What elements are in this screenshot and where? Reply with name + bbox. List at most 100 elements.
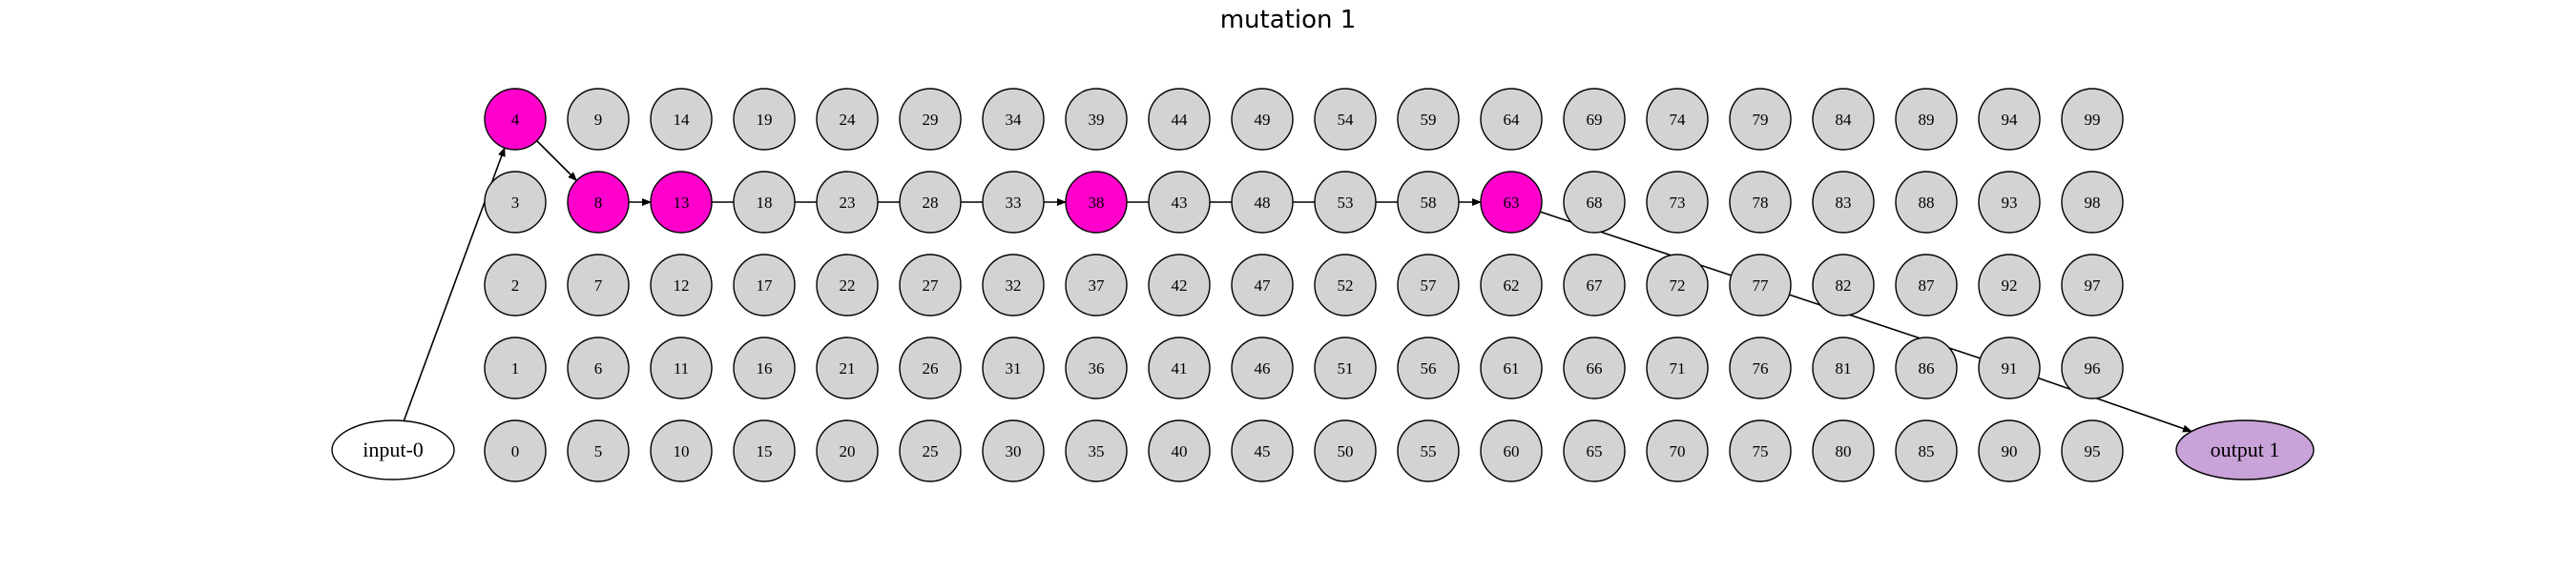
node-circle-47 (1231, 254, 1294, 317)
node-circle-54 (1314, 88, 1377, 151)
node-circle-50 (1314, 419, 1377, 482)
node-label-43: 43 (1172, 194, 1188, 212)
node-circle-87 (1895, 254, 1958, 317)
node-circle-59 (1397, 88, 1460, 151)
node-75: 75 (1729, 419, 1792, 482)
node-60: 60 (1480, 419, 1543, 482)
node-circle-45 (1231, 419, 1294, 482)
node-24: 24 (816, 88, 879, 151)
node-circle-12 (650, 254, 713, 317)
node-label-2: 2 (511, 276, 520, 295)
node-label-99: 99 (2085, 111, 2101, 129)
node-circle-72 (1646, 254, 1709, 317)
node-circle-42 (1148, 254, 1211, 317)
node-66: 66 (1563, 337, 1626, 399)
node-15: 15 (733, 419, 796, 482)
node-label-51: 51 (1338, 359, 1354, 378)
node-97: 97 (2061, 254, 2124, 317)
node-label-6: 6 (594, 359, 603, 378)
edge-77-91 (1789, 294, 1981, 359)
node-19: 19 (733, 88, 796, 151)
node-label-66: 66 (1587, 359, 1603, 378)
node-92: 92 (1978, 254, 2041, 317)
node-circle-65 (1563, 419, 1626, 482)
node-label-10: 10 (674, 442, 690, 460)
node-circle-86 (1895, 337, 1958, 399)
node-label-57: 57 (1421, 276, 1438, 295)
node-label-0: 0 (511, 442, 520, 460)
node-circle-2 (484, 254, 547, 317)
node-label-67: 67 (1587, 276, 1604, 295)
node-label-16: 16 (757, 359, 773, 378)
node-label-89: 89 (1919, 111, 1935, 129)
node-circle-28 (899, 171, 962, 234)
node-circle-37 (1065, 254, 1128, 317)
node-94: 94 (1978, 88, 2041, 151)
node-label-52: 52 (1338, 276, 1354, 295)
node-label-33: 33 (1006, 194, 1022, 212)
node-label-86: 86 (1919, 359, 1935, 378)
node-label-5: 5 (594, 442, 603, 460)
node-circle-79 (1729, 88, 1792, 151)
edge-91-output (2037, 377, 2192, 433)
node-circle-88 (1895, 171, 1958, 234)
node-81: 81 (1812, 337, 1875, 399)
node-circle-9 (567, 88, 630, 151)
node-label-30: 30 (1006, 442, 1022, 460)
node-label-61: 61 (1504, 359, 1520, 378)
node-label-55: 55 (1421, 442, 1437, 460)
node-circle-99 (2061, 88, 2124, 151)
node-label-92: 92 (2002, 276, 2018, 295)
node-label-98: 98 (2085, 194, 2101, 212)
node-circle-57 (1397, 254, 1460, 317)
node-circle-39 (1065, 88, 1128, 151)
node-label-91: 91 (2002, 359, 2018, 378)
node-label-80: 80 (1836, 442, 1852, 460)
node-label-96: 96 (2085, 359, 2101, 378)
node-circle-8 (567, 171, 630, 234)
node-label-53: 53 (1338, 194, 1354, 212)
node-29: 29 (899, 88, 962, 151)
node-label-37: 37 (1089, 276, 1106, 295)
node-circle-51 (1314, 337, 1377, 399)
node-label-45: 45 (1255, 442, 1271, 460)
node-circle-76 (1729, 337, 1792, 399)
node-30: 30 (982, 419, 1045, 482)
node-41: 41 (1148, 337, 1211, 399)
node-circle-15 (733, 419, 796, 482)
node-circle-98 (2061, 171, 2124, 234)
node-label-3: 3 (511, 194, 520, 212)
node-6: 6 (567, 337, 630, 399)
node-59: 59 (1397, 88, 1460, 151)
edge-4-8 (536, 140, 578, 182)
node-circle-97 (2061, 254, 2124, 317)
node-circle-20 (816, 419, 879, 482)
node-circle-64 (1480, 88, 1543, 151)
node-label-38: 38 (1089, 194, 1105, 212)
node-label-23: 23 (840, 194, 856, 212)
node-circle-93 (1978, 171, 2041, 234)
node-label-65: 65 (1587, 442, 1603, 460)
node-13: 13 (650, 171, 713, 234)
node-49: 49 (1231, 88, 1294, 151)
node-circle-4 (484, 88, 547, 151)
node-28: 28 (899, 171, 962, 234)
node-label-68: 68 (1587, 194, 1603, 212)
node-label-90: 90 (2002, 442, 2018, 460)
node-46: 46 (1231, 337, 1294, 399)
node-circle-85 (1895, 419, 1958, 482)
node-circle-14 (650, 88, 713, 151)
node-82: 82 (1812, 254, 1875, 317)
node-36: 36 (1065, 337, 1128, 399)
input-node-label: input-0 (363, 438, 424, 461)
node-54: 54 (1314, 88, 1377, 151)
node-87: 87 (1895, 254, 1958, 317)
node-circle-29 (899, 88, 962, 151)
node-11: 11 (650, 337, 713, 399)
node-43: 43 (1148, 171, 1211, 234)
node-circle-56 (1397, 337, 1460, 399)
node-42: 42 (1148, 254, 1211, 317)
node-circle-49 (1231, 88, 1294, 151)
node-circle-10 (650, 419, 713, 482)
